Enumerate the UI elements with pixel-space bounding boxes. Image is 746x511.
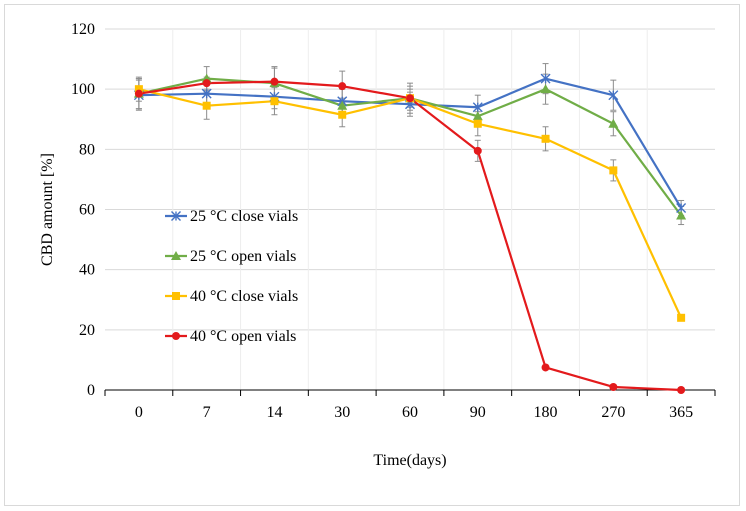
data-point xyxy=(202,79,211,88)
legend-entry: 25 °C open vials xyxy=(165,248,296,265)
data-point xyxy=(406,94,414,103)
series-line-2 xyxy=(138,88,683,319)
data-point xyxy=(541,363,550,372)
legend-entry: 40 °C open vials xyxy=(165,328,296,345)
data-point xyxy=(608,118,619,128)
legend-swatch-marker xyxy=(171,211,181,221)
legend-swatch-marker xyxy=(172,332,180,340)
data-point xyxy=(134,89,143,98)
x-tick-label: 14 xyxy=(266,404,282,421)
x-tick-label: 180 xyxy=(534,404,558,421)
y-tick-label: 80 xyxy=(79,141,95,158)
x-axis-title: Time(days) xyxy=(373,452,446,469)
y-axis-title: CBD amount [%] xyxy=(39,153,56,266)
data-point xyxy=(677,386,686,394)
data-point xyxy=(540,73,551,84)
data-point xyxy=(541,134,550,143)
data-point xyxy=(676,210,687,220)
y-tick-label: 60 xyxy=(79,202,95,219)
y-tick-label: 0 xyxy=(87,382,95,399)
x-tick-label: 60 xyxy=(402,404,418,421)
y-tick-label: 120 xyxy=(71,21,95,38)
legend-entry: 40 °C close vials xyxy=(165,288,298,305)
data-point xyxy=(270,97,279,106)
data-point xyxy=(338,82,347,91)
data-point xyxy=(270,77,279,86)
y-tick-label: 40 xyxy=(79,262,95,279)
series-markers xyxy=(133,73,687,394)
legend-label: 25 °C open vials xyxy=(190,248,296,265)
x-tick-label: 7 xyxy=(203,404,211,421)
data-point xyxy=(677,313,686,322)
axes xyxy=(104,389,716,396)
legend: 25 °C close vials 25 °C open vials 40 °C c… xyxy=(165,208,298,345)
data-point xyxy=(337,100,348,110)
data-point xyxy=(473,119,482,128)
legend-label: 40 °C open vials xyxy=(190,328,296,345)
data-point xyxy=(540,84,551,94)
data-point xyxy=(473,146,482,155)
x-tick-label: 0 xyxy=(135,404,143,421)
data-point xyxy=(134,85,143,94)
x-tick-label: 30 xyxy=(334,404,350,421)
data-point xyxy=(608,90,619,101)
legend-swatch-marker xyxy=(171,251,181,260)
y-tick-label: 100 xyxy=(71,81,95,98)
data-point xyxy=(201,88,212,99)
data-point xyxy=(609,166,618,175)
y-tick-label: 20 xyxy=(79,322,95,339)
data-point xyxy=(472,111,483,121)
x-tick-label: 270 xyxy=(601,404,625,421)
x-tick-label: 90 xyxy=(470,404,486,421)
legend-swatch-marker xyxy=(172,292,180,300)
tick-labels: 0 20 40 60 80 100 120 0 7 14 30 60 90 180 270 365 xyxy=(71,21,693,421)
legend-label: 25 °C close vials xyxy=(190,208,298,225)
chart-frame xyxy=(4,4,740,506)
x-tick-label: 365 xyxy=(669,404,693,421)
legend-entry: 25 °C close vials xyxy=(165,208,298,225)
data-point xyxy=(202,101,211,110)
legend-label: 40 °C close vials xyxy=(190,288,298,305)
data-point xyxy=(338,110,347,119)
data-point xyxy=(609,382,618,391)
data-point xyxy=(472,102,483,113)
